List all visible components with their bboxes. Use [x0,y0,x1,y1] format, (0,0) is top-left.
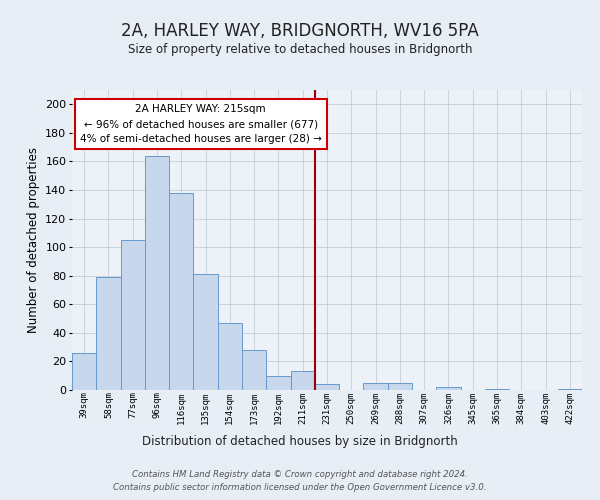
Bar [266,376,290,390]
Text: 2A, HARLEY WAY, BRIDGNORTH, WV16 5PA: 2A, HARLEY WAY, BRIDGNORTH, WV16 5PA [121,22,479,40]
Bar [218,323,242,390]
Text: Size of property relative to detached houses in Bridgnorth: Size of property relative to detached ho… [128,42,472,56]
Bar [72,353,96,390]
Bar [558,388,582,390]
Bar [388,383,412,390]
Y-axis label: Number of detached properties: Number of detached properties [27,147,40,333]
Bar [193,274,218,390]
Text: Contains public sector information licensed under the Open Government Licence v3: Contains public sector information licen… [113,482,487,492]
Bar [436,387,461,390]
Bar [242,350,266,390]
Text: Contains HM Land Registry data © Crown copyright and database right 2024.: Contains HM Land Registry data © Crown c… [132,470,468,479]
Bar [96,277,121,390]
Bar [169,193,193,390]
Bar [290,372,315,390]
Bar [485,388,509,390]
Bar [364,383,388,390]
Bar [315,384,339,390]
Bar [145,156,169,390]
Text: 2A HARLEY WAY: 215sqm
← 96% of detached houses are smaller (677)
4% of semi-deta: 2A HARLEY WAY: 215sqm ← 96% of detached … [80,104,322,144]
Text: Distribution of detached houses by size in Bridgnorth: Distribution of detached houses by size … [142,435,458,448]
Bar [121,240,145,390]
